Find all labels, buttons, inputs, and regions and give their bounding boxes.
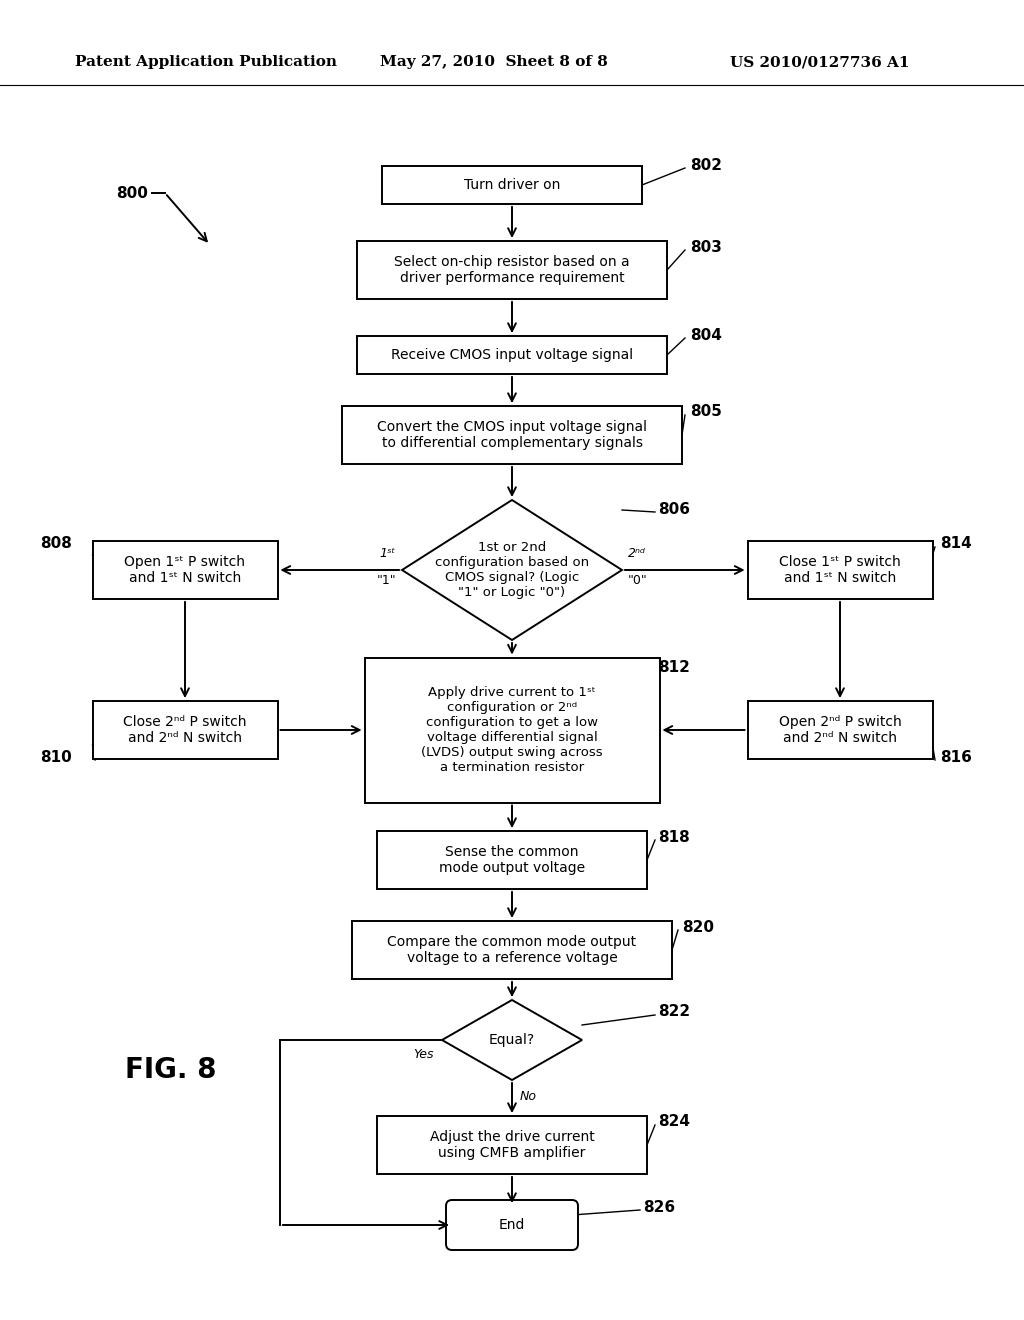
Text: Apply drive current to 1ˢᵗ
configuration or 2ⁿᵈ
configuration to get a low
volta: Apply drive current to 1ˢᵗ configuration… [421,686,603,774]
FancyBboxPatch shape [92,701,278,759]
Text: 805: 805 [690,404,722,420]
Text: Patent Application Publication: Patent Application Publication [75,55,337,69]
Text: 822: 822 [658,1005,690,1019]
FancyBboxPatch shape [365,657,659,803]
FancyBboxPatch shape [382,166,642,205]
FancyBboxPatch shape [92,541,278,599]
FancyBboxPatch shape [352,921,672,979]
Text: 816: 816 [940,751,972,766]
Text: No: No [520,1090,537,1104]
Text: US 2010/0127736 A1: US 2010/0127736 A1 [730,55,909,69]
Text: Close 2ⁿᵈ P switch
and 2ⁿᵈ N switch: Close 2ⁿᵈ P switch and 2ⁿᵈ N switch [123,715,247,744]
Text: Yes: Yes [414,1048,434,1061]
Text: 806: 806 [658,502,690,516]
Text: Receive CMOS input voltage signal: Receive CMOS input voltage signal [391,348,633,362]
Text: 803: 803 [690,239,722,255]
FancyBboxPatch shape [377,832,647,888]
FancyBboxPatch shape [446,1200,578,1250]
FancyBboxPatch shape [748,701,933,759]
FancyBboxPatch shape [357,337,667,374]
Text: May 27, 2010  Sheet 8 of 8: May 27, 2010 Sheet 8 of 8 [380,55,608,69]
FancyBboxPatch shape [748,541,933,599]
Text: 808: 808 [40,536,72,552]
Text: 812: 812 [658,660,690,675]
Text: Compare the common mode output
voltage to a reference voltage: Compare the common mode output voltage t… [387,935,637,965]
FancyBboxPatch shape [342,407,682,465]
Polygon shape [402,500,622,640]
Text: 824: 824 [658,1114,690,1130]
Text: Open 2ⁿᵈ P switch
and 2ⁿᵈ N switch: Open 2ⁿᵈ P switch and 2ⁿᵈ N switch [778,715,901,744]
Text: FIG. 8: FIG. 8 [125,1056,216,1084]
FancyBboxPatch shape [357,242,667,300]
Text: Select on-chip resistor based on a
driver performance requirement: Select on-chip resistor based on a drive… [394,255,630,285]
Text: 800: 800 [116,186,148,201]
Text: End: End [499,1218,525,1232]
Text: 802: 802 [690,157,722,173]
Text: 804: 804 [690,327,722,342]
Text: Open 1ˢᵗ P switch
and 1ˢᵗ N switch: Open 1ˢᵗ P switch and 1ˢᵗ N switch [125,554,246,585]
Text: 820: 820 [682,920,714,935]
Text: Turn driver on: Turn driver on [464,178,560,191]
Text: 1ˢᵗ: 1ˢᵗ [380,546,396,560]
Text: 810: 810 [40,751,72,766]
Text: 814: 814 [940,536,972,552]
Text: Convert the CMOS input voltage signal
to differential complementary signals: Convert the CMOS input voltage signal to… [377,420,647,450]
Text: Equal?: Equal? [488,1034,536,1047]
Polygon shape [442,1001,582,1080]
Text: Adjust the drive current
using CMFB amplifier: Adjust the drive current using CMFB ampl… [430,1130,594,1160]
Text: 826: 826 [643,1200,675,1214]
FancyBboxPatch shape [377,1115,647,1173]
Text: "1": "1" [377,574,396,587]
Text: 2ⁿᵈ: 2ⁿᵈ [628,546,646,560]
Text: 1st or 2nd
configuration based on
CMOS signal? (Logic
"1" or Logic "0"): 1st or 2nd configuration based on CMOS s… [435,541,589,599]
Text: Sense the common
mode output voltage: Sense the common mode output voltage [439,845,585,875]
Text: Close 1ˢᵗ P switch
and 1ˢᵗ N switch: Close 1ˢᵗ P switch and 1ˢᵗ N switch [779,554,901,585]
Text: 818: 818 [658,829,690,845]
Text: "0": "0" [628,574,648,587]
